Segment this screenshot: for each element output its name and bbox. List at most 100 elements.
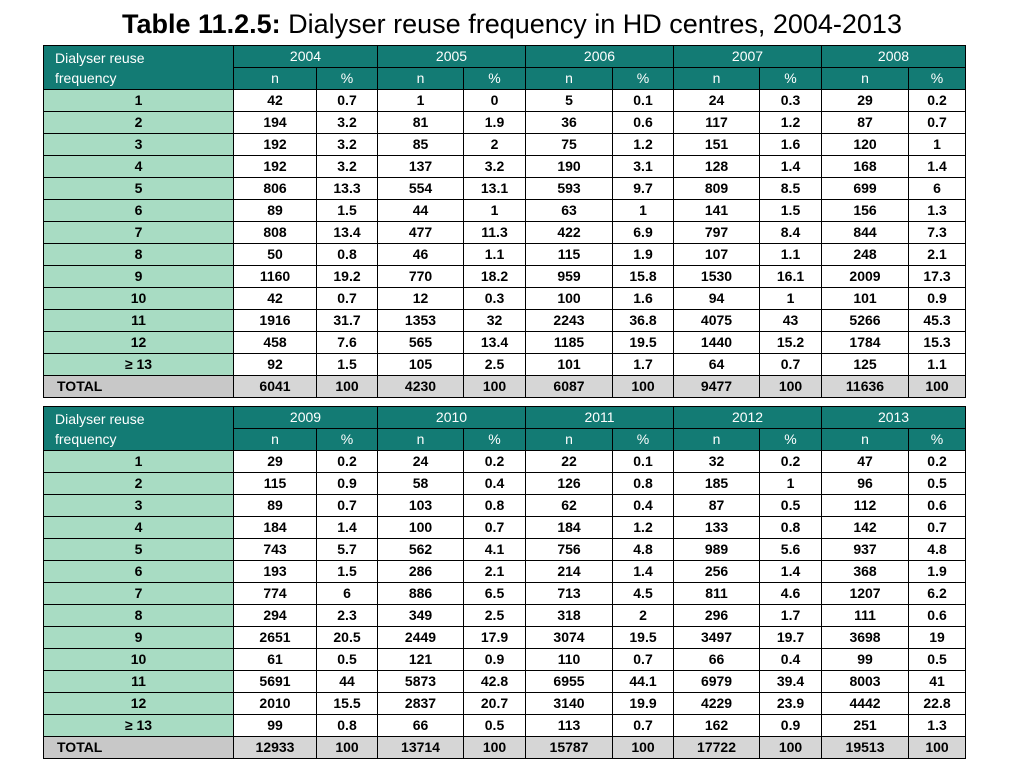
total-count-cell: 6041 [233, 375, 317, 398]
count-cell: 133 [673, 516, 761, 539]
percent-cell: 0.3 [759, 89, 822, 112]
total-count-cell: 15787 [525, 736, 613, 759]
total-percent-cell: 100 [759, 375, 822, 398]
table-row: 7 808 13.4 477 11.3 422 6.9 797 8.4 844 7.3 [43, 221, 966, 244]
percent-cell: 8.4 [759, 221, 822, 244]
reuse-frequency-label: 4 [43, 155, 234, 178]
count-cell: 1784 [821, 331, 909, 354]
percent-cell: 1.5 [316, 560, 378, 583]
table-row: 5 806 13.3 554 13.1 593 9.7 809 8.5 699 6 [43, 177, 966, 200]
count-column-header: n [673, 67, 760, 90]
count-cell: 2009 [821, 265, 909, 288]
reuse-frequency-label: 2 [43, 472, 234, 495]
percent-cell: 7.3 [908, 221, 966, 244]
table-row: ≥ 13 99 0.8 66 0.5 113 0.7 162 0.9 251 1.3 [43, 714, 967, 737]
reuse-frequency-label: 8 [43, 604, 234, 627]
table-row: 3 89 0.7 103 0.8 62 0.4 87 0.5 112 0.6 [43, 494, 967, 517]
percent-cell: 0.2 [316, 450, 378, 473]
total-percent-cell: 100 [463, 736, 526, 759]
count-cell: 458 [233, 331, 317, 354]
total-count-cell: 19513 [821, 736, 910, 759]
percent-cell: 2.1 [908, 243, 966, 266]
table-row: 7 774 6 886 6.5 713 4.5 811 4.6 1207 6.2 [43, 582, 967, 605]
count-cell: 989 [673, 538, 761, 561]
count-cell: 2243 [525, 309, 613, 332]
reuse-frequency-label: 3 [43, 494, 234, 517]
percent-cell: 42.8 [463, 670, 526, 693]
year-header: 2009 [233, 406, 378, 429]
percent-cell: 6.9 [612, 221, 674, 244]
percent-cell: 8.5 [759, 177, 822, 200]
table-row: 2 194 3.2 81 1.9 36 0.6 117 1.2 87 0.7 [43, 111, 966, 134]
count-cell: 2010 [233, 692, 317, 715]
table-row: 12 2010 15.5 2837 20.7 3140 19.9 4229 23.9 4442 22… [43, 692, 967, 715]
table-row: 11 1916 31.7 1353 32 2243 36.8 4075 43 5266 45.3 [43, 309, 966, 332]
percent-cell: 1 [759, 472, 823, 495]
reuse-frequency-label: 7 [43, 221, 234, 244]
count-cell: 368 [821, 560, 910, 583]
count-cell: 110 [525, 648, 613, 671]
percent-cell: 0.7 [463, 516, 526, 539]
table-row: ≥ 13 92 1.5 105 2.5 101 1.7 64 0.7 125 1.1 [43, 353, 966, 376]
count-cell: 248 [821, 243, 909, 266]
reuse-frequency-label: 6 [43, 560, 234, 583]
year-header: 2006 [525, 45, 674, 68]
count-cell: 2837 [377, 692, 464, 715]
count-cell: 194 [233, 111, 317, 134]
reuse-frequency-label: 4 [43, 516, 234, 539]
percent-cell: 1 [612, 199, 674, 222]
count-cell: 66 [673, 648, 761, 671]
count-cell: 5266 [821, 309, 909, 332]
count-cell: 99 [821, 648, 910, 671]
percent-cell: 1.4 [759, 155, 822, 178]
percent-cell: 44.1 [611, 670, 675, 693]
count-cell: 4229 [673, 692, 761, 715]
count-cell: 1207 [821, 582, 910, 605]
percent-cell: 0.7 [316, 89, 378, 112]
count-cell: 214 [525, 560, 613, 583]
reuse-frequency-label: 10 [43, 287, 234, 310]
year-header: 2011 [524, 406, 675, 429]
reuse-frequency-label: 9 [43, 265, 234, 288]
percent-cell: 0.8 [759, 516, 823, 539]
reuse-frequency-label: 6 [43, 199, 234, 222]
count-cell: 562 [377, 538, 464, 561]
percent-cell: 11.3 [463, 221, 526, 244]
count-cell: 699 [821, 177, 909, 200]
percent-cell: 0.5 [908, 648, 967, 671]
count-cell: 3698 [821, 626, 910, 649]
percent-cell: 0 [463, 89, 526, 112]
percent-cell: 1.5 [316, 199, 378, 222]
corner-header-line1: Dialyser reuse [55, 411, 145, 427]
count-cell: 743 [233, 538, 317, 561]
corner-header: Dialyser reuse frequency [43, 45, 234, 90]
percent-cell: 19.7 [759, 626, 823, 649]
percent-cell: 5.6 [759, 538, 823, 561]
count-cell: 99 [233, 714, 317, 737]
count-cell: 190 [525, 155, 613, 178]
total-row: TOTAL 12933 100 13714 100 15787 100 17722 100 195… [43, 736, 967, 759]
count-column-header: n [821, 67, 909, 90]
count-cell: 75 [525, 133, 613, 156]
count-cell: 85 [377, 133, 464, 156]
count-column-header: n [233, 428, 317, 451]
percent-cell: 19.9 [611, 692, 675, 715]
count-cell: 5 [525, 89, 613, 112]
count-cell: 162 [673, 714, 761, 737]
percent-cell: 6 [908, 177, 966, 200]
percent-cell: 15.2 [759, 331, 822, 354]
percent-cell: 39.4 [759, 670, 823, 693]
table-row: 9 2651 20.5 2449 17.9 3074 19.5 3497 19.7 3698 19 [43, 626, 967, 649]
percent-cell: 0.8 [316, 243, 378, 266]
reuse-frequency-label: ≥ 13 [43, 714, 234, 737]
percent-cell: 0.9 [316, 472, 378, 495]
percent-cell: 0.6 [908, 604, 967, 627]
year-header: 2005 [377, 45, 526, 68]
percent-cell: 19.5 [612, 331, 674, 354]
table-row: 8 50 0.8 46 1.1 115 1.9 107 1.1 248 2.1 [43, 243, 966, 266]
percent-cell: 0.6 [908, 494, 967, 517]
percent-cell: 15.8 [612, 265, 674, 288]
reuse-frequency-label: 11 [43, 670, 234, 693]
header-row-subcolumns: n% n% n% n% n% [44, 428, 967, 451]
count-cell: 809 [673, 177, 760, 200]
